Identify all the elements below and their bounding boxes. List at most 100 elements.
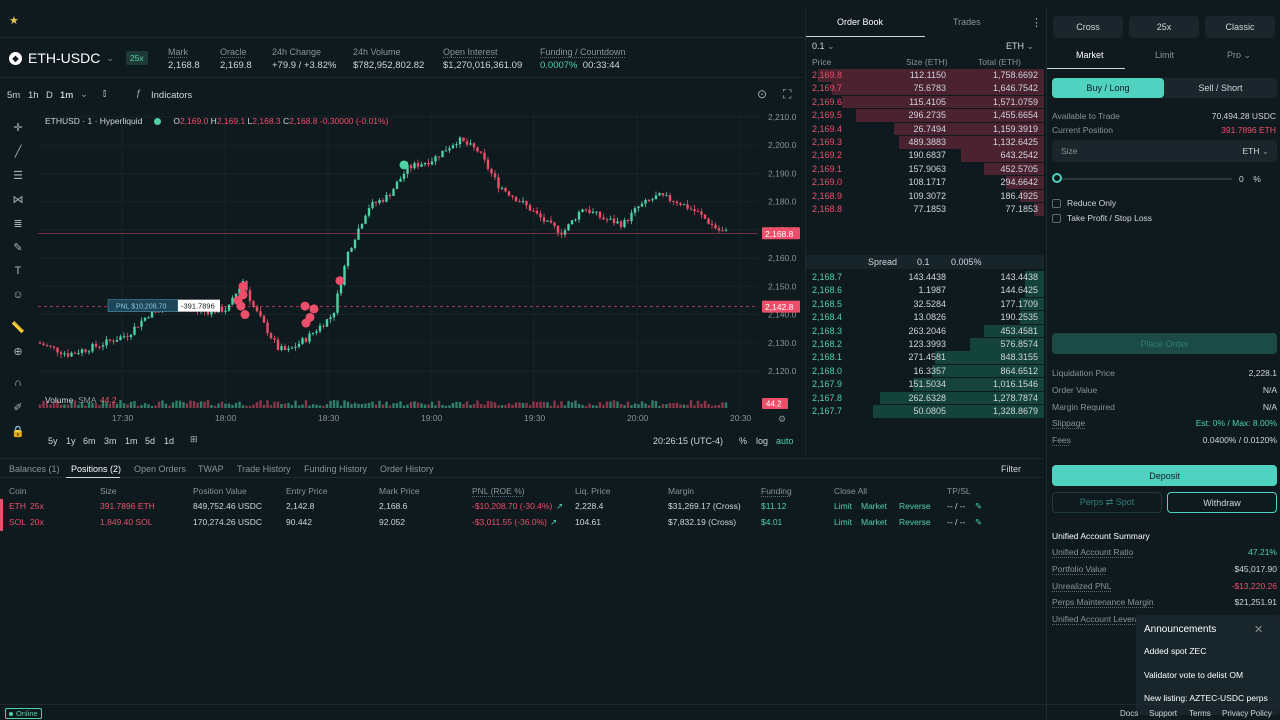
sell-marker[interactable]	[300, 301, 310, 311]
order-type-market[interactable]: Market	[1076, 50, 1104, 60]
close-icon[interactable]: ✕	[1254, 624, 1264, 636]
tab-trades[interactable]: Trades	[953, 17, 981, 27]
tab-positions[interactable]: Positions (2)	[71, 464, 122, 474]
sell-marker[interactable]	[240, 310, 250, 320]
leverage-button[interactable]: 25x	[1129, 16, 1199, 38]
orderbook-row[interactable]: 2,167.7 50.0805 1,328.8679	[806, 405, 1044, 418]
share-icon[interactable]: ↗	[556, 501, 564, 511]
place-order-button[interactable]: Place Order	[1052, 333, 1277, 354]
tab-open-orders[interactable]: Open Orders	[134, 464, 187, 474]
range-6m[interactable]: 6m	[83, 436, 96, 446]
orderbook-row[interactable]: 2,168.1 271.4581 848.3155	[806, 351, 1044, 364]
pattern-icon[interactable]: ⋈	[12, 193, 24, 206]
orderbook-row[interactable]: 2,169.5 296.2735 1,455.6654	[806, 109, 1044, 122]
screenshot-icon[interactable]: ⊙	[757, 87, 768, 101]
chevron-down-icon[interactable]: ⌄	[80, 89, 88, 100]
share-icon[interactable]: ↗	[550, 517, 558, 527]
fib-icon[interactable]: ≣	[13, 217, 23, 230]
announcement-item[interactable]: New listing: AZTEC-USDC perps	[1144, 693, 1268, 703]
tab-balances[interactable]: Balances (1)	[9, 464, 60, 474]
magnet-icon[interactable]: ∩	[14, 377, 22, 389]
sell-marker[interactable]	[236, 301, 246, 311]
auto-toggle[interactable]: auto	[776, 436, 794, 446]
orderbook-row[interactable]: 2,169.8 112.1150 1,758.6692	[806, 69, 1044, 82]
order-type-pro[interactable]: Pro ⌄	[1227, 50, 1252, 60]
range-5d[interactable]: 5d	[145, 436, 156, 446]
interval-1m[interactable]: 1m	[60, 90, 74, 101]
col-coin[interactable]: Coin	[9, 486, 27, 496]
settings-gear-icon[interactable]: ⚙	[778, 415, 786, 425]
price-chart[interactable]: 2,210.02,200.02,190.02,180.02,170.02,160…	[38, 110, 800, 455]
edit-icon[interactable]: ✎	[975, 501, 983, 511]
orderbook-row[interactable]: 2,168.6 1.1987 144.6425	[806, 284, 1044, 297]
announcement-item[interactable]: Validator vote to delist OM	[1144, 670, 1244, 680]
market-close-button[interactable]: Market	[861, 517, 887, 527]
orderbook-row[interactable]: 2,169.7 75.6783 1,646.7542	[806, 82, 1044, 95]
orderbook-row[interactable]: 2,168.0 16.3357 864.6512	[806, 364, 1044, 378]
tick-size-select[interactable]: 0.1 ⌄	[812, 41, 835, 51]
favorite-star-icon[interactable]: ★	[9, 15, 19, 27]
orderbook-row[interactable]: 2,169.2 190.6837 643.2542	[806, 149, 1044, 162]
reverse-button[interactable]: Reverse	[899, 517, 931, 527]
orderbook-row[interactable]: 2,169.0 108.1717 294.6642	[806, 176, 1044, 189]
terms-link[interactable]: Terms	[1189, 709, 1211, 718]
filter-button[interactable]: Filter	[1001, 464, 1021, 474]
reverse-button[interactable]: Reverse	[899, 501, 931, 511]
orderbook-row[interactable]: 2,169.1 157.9063 452.5705	[806, 162, 1044, 176]
orderbook-row[interactable]: 2,168.8 77.1853 77.1853	[806, 203, 1044, 216]
slider-percent[interactable]: 0 %	[1239, 174, 1261, 184]
tab-trade-history[interactable]: Trade History	[237, 464, 291, 474]
sell-marker[interactable]	[305, 312, 315, 322]
limit-close-button[interactable]: Limit	[834, 501, 852, 511]
interval-5m[interactable]: 5m	[7, 90, 21, 101]
sell-marker[interactable]	[309, 304, 319, 314]
deposit-button[interactable]: Deposit	[1052, 465, 1277, 486]
range-1d[interactable]: 1d	[164, 436, 175, 446]
symbol-selector[interactable]: ◆ ETH-USDC ⌄ 25x	[9, 50, 148, 66]
orderbook-row[interactable]: 2,168.5 32.5284 177.1709	[806, 297, 1044, 311]
range-1y[interactable]: 1y	[66, 436, 76, 446]
tab-funding-history[interactable]: Funding History	[304, 464, 368, 474]
indicators-icon[interactable]: ƒ	[136, 88, 142, 99]
sell-short-button[interactable]: Sell / Short	[1198, 83, 1243, 93]
orderbook-row[interactable]: 2,168.4 13.0826 190.2535	[806, 311, 1044, 324]
tpsl-checkbox[interactable]: Take Profit / Stop Loss	[1052, 213, 1152, 223]
orderbook-row[interactable]: 2,169.6 115.4105 1,571.0759	[806, 95, 1044, 109]
close-all-button[interactable]: Close All	[834, 486, 868, 496]
range-5y[interactable]: 5y	[48, 436, 58, 446]
market-close-button[interactable]: Market	[861, 501, 887, 511]
size-slider[interactable]	[1052, 173, 1232, 183]
unit-select[interactable]: ETH ⌄	[1006, 41, 1035, 51]
orderbook-row[interactable]: 2,168.9 109.3072 186.4925	[806, 189, 1044, 203]
tab-twap[interactable]: TWAP	[198, 464, 224, 474]
withdraw-button[interactable]: Withdraw	[1167, 492, 1277, 513]
orderbook-row[interactable]: 2,167.8 262.6328 1,278.7874	[806, 391, 1044, 405]
order-type-limit[interactable]: Limit	[1155, 50, 1175, 60]
account-mode-button[interactable]: Classic	[1205, 16, 1275, 38]
more-menu-icon[interactable]: ⋮	[1031, 17, 1042, 29]
interval-1h[interactable]: 1h	[28, 90, 39, 101]
range-3m[interactable]: 3m	[104, 436, 117, 446]
zoom-in-icon[interactable]: ⊕	[13, 345, 23, 358]
orderbook-row[interactable]: 2,168.3 263.2046 453.4581	[806, 324, 1044, 338]
orderbook-row[interactable]: 2,169.3 489.3883 1,132.6425	[806, 136, 1044, 149]
orderbook-row[interactable]: 2,169.4 26.7494 1,159.3919	[806, 122, 1044, 136]
buy-marker[interactable]	[399, 160, 409, 170]
tab-order-history[interactable]: Order History	[380, 464, 434, 474]
privacy-link[interactable]: Privacy Policy	[1222, 709, 1272, 718]
sell-marker[interactable]	[335, 276, 345, 286]
orderbook-row[interactable]: 2,168.7 143.4438 143.4438	[806, 271, 1044, 284]
perps-spot-button[interactable]: Perps ⇄ Spot	[1052, 492, 1162, 513]
size-input[interactable]: Size ETH ⌄	[1052, 140, 1277, 162]
orderbook-row[interactable]: 2,167.9 151.5034 1,016.1546	[806, 378, 1044, 391]
brush-icon[interactable]: ✎	[13, 241, 23, 254]
candles-icon[interactable]: ⫾	[103, 88, 107, 99]
date-range-icon[interactable]: ⊞	[190, 434, 198, 444]
text-icon[interactable]: T	[14, 265, 22, 277]
ruler-icon[interactable]: 📏	[11, 321, 25, 334]
range-1m[interactable]: 1m	[125, 436, 138, 446]
fullscreen-icon[interactable]: ⛶	[783, 87, 792, 101]
buy-long-button[interactable]: Buy / Long	[1052, 78, 1164, 98]
orderbook-row[interactable]: 2,168.2 123.3993 576.8574	[806, 338, 1044, 351]
trendline-icon[interactable]: ╱	[14, 145, 22, 158]
